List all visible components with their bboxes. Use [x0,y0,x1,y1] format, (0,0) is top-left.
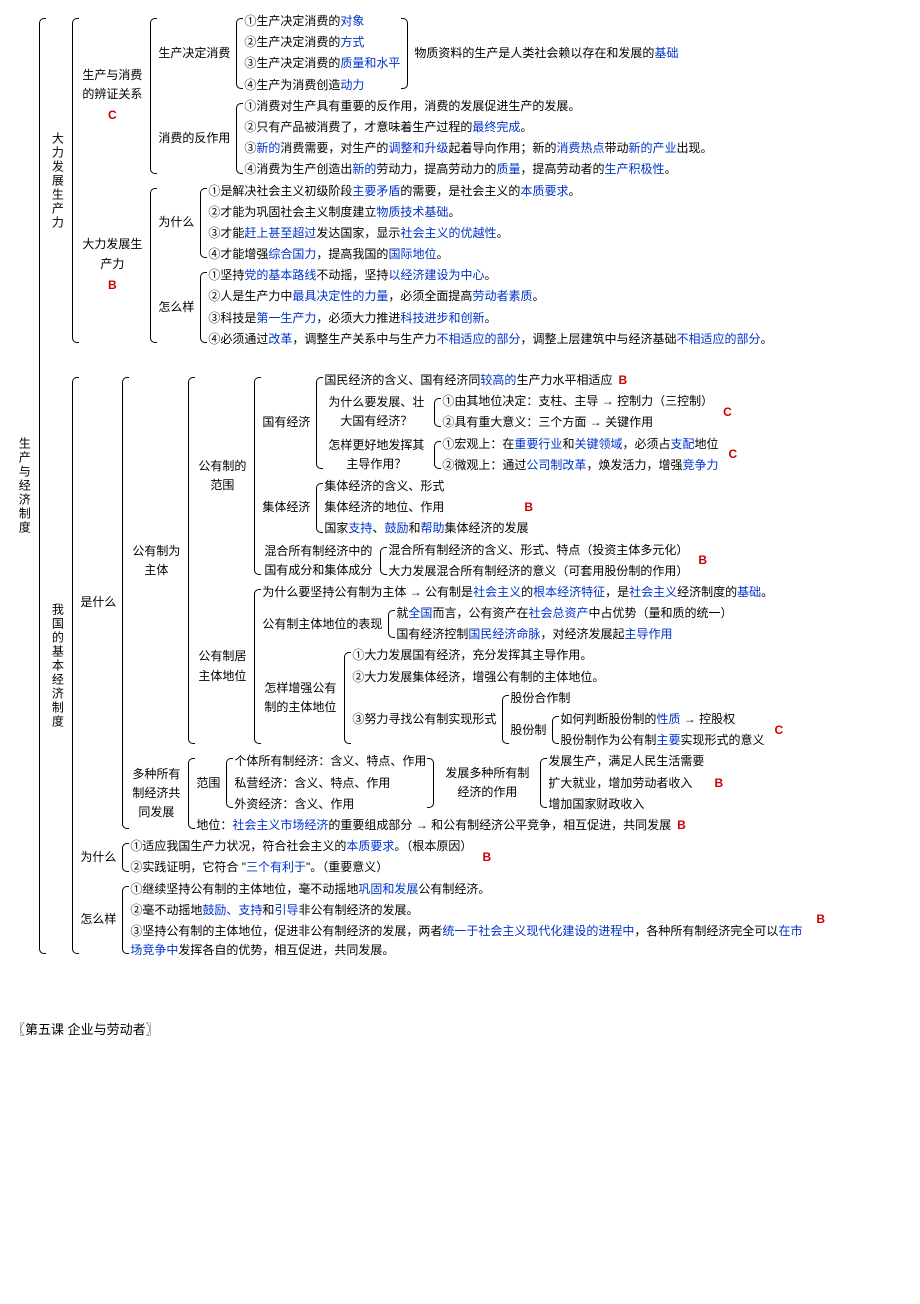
B-what: 是什么 公有制为主体 公有制的范围 [78,371,827,835]
why-label: 为什么 [156,182,196,265]
gy-label: 公有制为主体 [128,371,184,750]
node-B: 我国的基本经济制度 是什么 公有制为主体 [45,371,827,960]
p1-label: 生产决定消费 [156,12,232,95]
node-A: 大力发展生产力 生产与消费的辨证关系 C 生产决定消费 [45,12,827,349]
state-label: 国有经济 [260,371,312,475]
brace [35,14,45,958]
footer: 〖第五课 企业与劳动者〗 [12,1020,908,1041]
row-p1: 生产决定消费 ①生产决定消费的对象 ②生产决定消费的方式 ③生产决定消费的质量和… [156,12,714,95]
root-text: 生产与经济制度 [14,437,33,535]
root-label: 生产与经济制度 [12,12,35,960]
A-s2-grade: B [108,276,117,295]
coll-label: 集体经济 [260,477,312,539]
row-p2: 消费的反作用 ①消费对生产具有重要的反作用，消费的发展促进生产的发展。 ②只有产… [156,97,714,180]
A-s2-title: 大力发展生产力 [82,235,142,273]
how-label: 怎么样 [156,266,196,349]
root-node: 生产与经济制度 大力发展生产力 生产与消费的辨证关系 C [12,12,908,960]
A-title: 大力发展生产力 [47,132,66,230]
A-s1-title: 生产与消费的辨证关系 [82,66,142,104]
node-A-s1: 生产与消费的辨证关系 C 生产决定消费 ①生产决定消费的对象 ②生产决定消费的方… [78,12,774,180]
dom-label: 公有制居主体地位 [194,583,250,751]
what-label: 是什么 [78,371,118,835]
B-how: 怎么样 ①继续坚持公有制的主体地位，毫不动摇地巩固和发展公有制经济。 ②毫不动摇… [78,880,827,961]
gy-scope-label: 公有制的范围 [194,371,250,581]
p2-label: 消费的反作用 [156,97,232,180]
B-title: 我国的基本经济制度 [47,603,66,729]
node-A-s2: 大力发展生产力 B 为什么 ①是解决社会主义初级阶段主要矛盾的需要，是社会主义的… [78,182,774,350]
B-why: 为什么 ①适应我国生产力状况，符合社会主义的本质要求。（根本原因） ②实践证明，… [78,837,827,877]
p1-tail: 物质资料的生产是人类社会赖以存在和发展的基础 [412,12,680,95]
multi-label: 多种所有制经济共同发展 [128,752,184,835]
A-s1-grade: C [108,106,117,125]
